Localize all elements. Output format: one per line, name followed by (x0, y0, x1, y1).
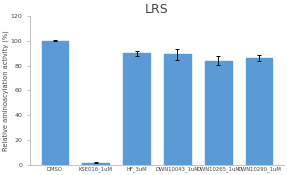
Bar (246, 58, 272, 165)
Title: LRS: LRS (145, 3, 169, 16)
Y-axis label: Relative aminoacylation activity (%): Relative aminoacylation activity (%) (3, 30, 9, 151)
Bar (164, 54, 191, 165)
Bar (205, 61, 232, 165)
Bar (82, 163, 109, 165)
Bar (42, 41, 68, 165)
Bar (123, 53, 150, 165)
